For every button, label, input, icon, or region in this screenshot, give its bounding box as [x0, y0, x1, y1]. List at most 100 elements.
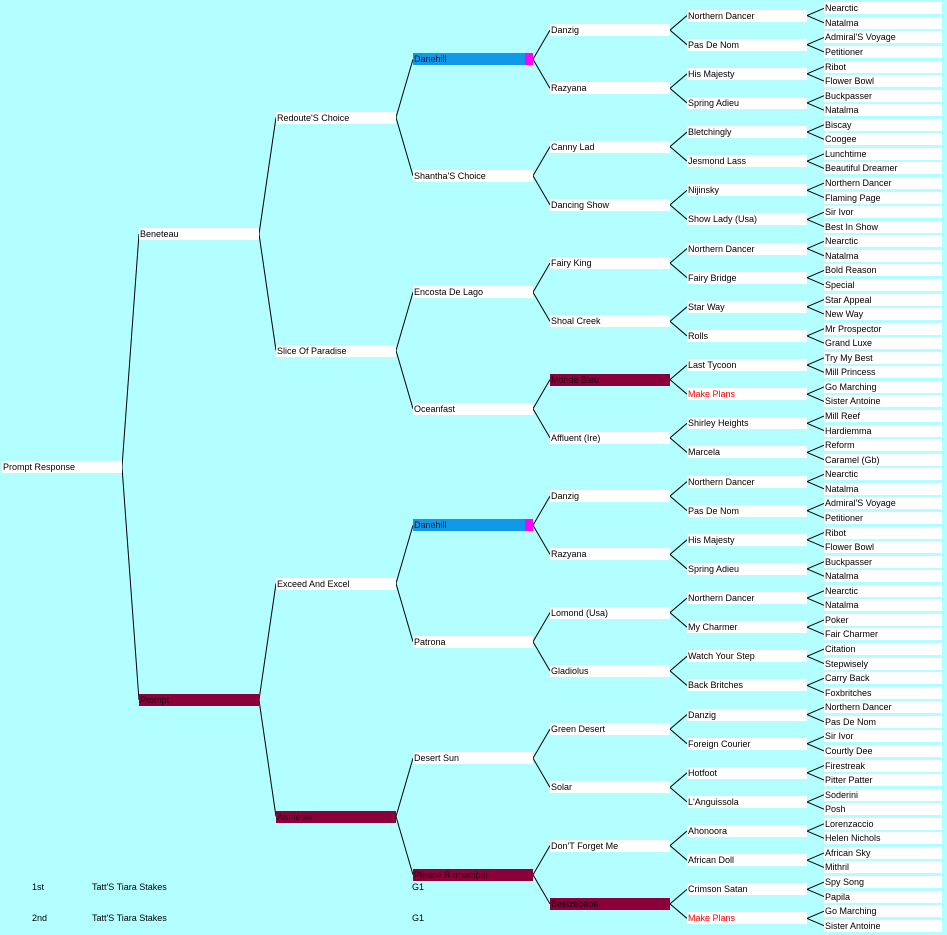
- horse-gen4-9-razyana[interactable]: Razyana: [550, 548, 670, 561]
- horse-gen6-2-admiral-s-voyage[interactable]: Admiral'S Voyage: [824, 31, 942, 44]
- horse-gen6-12-northern-dancer[interactable]: Northern Dancer: [824, 177, 942, 190]
- horse-gen5-11-rolls[interactable]: Rolls: [687, 329, 807, 342]
- horse-gen5-30-crimson-satan[interactable]: Crimson Satan: [687, 883, 807, 896]
- horse-gen6-29-hardiemma[interactable]: Hardiemma: [824, 424, 942, 437]
- horse-gen3-4-danehill[interactable]: Danehill: [413, 519, 533, 532]
- horse-gen5-17-pas-de-nom[interactable]: Pas De Nom: [687, 504, 807, 517]
- horse-gen6-8-biscay[interactable]: Biscay: [824, 118, 942, 131]
- horse-gen5-14-shirley-heights[interactable]: Shirley Heights: [687, 417, 807, 430]
- horse-gen6-48-northern-dancer[interactable]: Northern Dancer: [824, 701, 942, 714]
- horse-gen0-0-prompt-response[interactable]: Prompt Response: [2, 461, 122, 473]
- horse-gen1-1-prompt[interactable]: Prompt: [139, 694, 259, 706]
- horse-gen5-5-jesmond-lass[interactable]: Jesmond Lass: [687, 155, 807, 168]
- horse-gen6-42-poker[interactable]: Poker: [824, 613, 942, 626]
- horse-gen5-28-ahonoora[interactable]: Ahonoora: [687, 825, 807, 838]
- horse-gen6-25-mill-princess[interactable]: Mill Princess: [824, 366, 942, 379]
- horse-gen6-7-natalma[interactable]: Natalma: [824, 104, 942, 117]
- horse-gen5-23-back-britches[interactable]: Back Britches: [687, 679, 807, 692]
- horse-gen2-2-exceed-and-excel[interactable]: Exceed And Excel: [276, 577, 396, 590]
- horse-gen6-33-natalma[interactable]: Natalma: [824, 482, 942, 495]
- horse-gen6-21-new-way[interactable]: New Way: [824, 308, 942, 321]
- horse-gen6-0-nearctic[interactable]: Nearctic: [824, 2, 942, 15]
- horse-gen5-25-foreign-courier[interactable]: Foreign Courier: [687, 737, 807, 750]
- horse-gen5-1-pas-de-nom[interactable]: Pas De Nom: [687, 38, 807, 51]
- horse-gen4-10-lomond-usa[interactable]: Lomond (Usa): [550, 606, 670, 619]
- horse-gen5-3-spring-adieu[interactable]: Spring Adieu: [687, 96, 807, 109]
- horse-gen2-1-slice-of-paradise[interactable]: Slice Of Paradise: [276, 344, 396, 357]
- horse-gen6-63-sister-antoine[interactable]: Sister Antoine: [824, 919, 942, 932]
- horse-gen6-14-sir-ivor[interactable]: Sir Ivor: [824, 206, 942, 219]
- horse-gen6-26-go-marching[interactable]: Go Marching: [824, 380, 942, 393]
- horse-gen5-12-last-tycoon[interactable]: Last Tycoon: [687, 359, 807, 372]
- horse-gen6-31-caramel-gb[interactable]: Caramel (Gb): [824, 453, 942, 466]
- horse-gen6-11-beautiful-dreamer[interactable]: Beautiful Dreamer: [824, 162, 942, 175]
- horse-gen6-44-citation[interactable]: Citation: [824, 643, 942, 656]
- horse-gen1-0-beneteau[interactable]: Beneteau: [139, 228, 259, 240]
- horse-gen4-0-danzig[interactable]: Danzig: [550, 24, 670, 37]
- horse-gen3-0-danehill[interactable]: Danehill: [413, 53, 533, 66]
- horse-gen6-16-nearctic[interactable]: Nearctic: [824, 235, 942, 248]
- horse-gen3-7-please-remember[interactable]: Please Remember: [413, 868, 533, 881]
- horse-gen6-1-natalma[interactable]: Natalma: [824, 16, 942, 29]
- horse-gen5-13-make-plans[interactable]: Make Plans: [687, 388, 807, 401]
- horse-gen5-7-show-lady-usa[interactable]: Show Lady (Usa): [687, 213, 807, 226]
- horse-gen6-36-ribot[interactable]: Ribot: [824, 526, 942, 539]
- horse-gen4-11-gladiolus[interactable]: Gladiolus: [550, 664, 670, 677]
- horse-gen4-8-danzig[interactable]: Danzig: [550, 490, 670, 503]
- horse-gen5-9-fairy-bridge[interactable]: Fairy Bridge: [687, 271, 807, 284]
- horse-gen5-26-hotfoot[interactable]: Hotfoot: [687, 766, 807, 779]
- horse-gen2-0-redoute-s-choice[interactable]: Redoute'S Choice: [276, 111, 396, 124]
- horse-gen6-43-fair-charmer[interactable]: Fair Charmer: [824, 628, 942, 641]
- horse-gen5-10-star-way[interactable]: Star Way: [687, 300, 807, 313]
- horse-gen6-45-stepwisely[interactable]: Stepwisely: [824, 657, 942, 670]
- horse-gen4-3-dancing-show[interactable]: Dancing Show: [550, 198, 670, 211]
- horse-gen6-59-mithril[interactable]: Mithril: [824, 861, 942, 874]
- horse-gen6-52-firestreak[interactable]: Firestreak: [824, 759, 942, 772]
- horse-gen6-51-courtly-dee[interactable]: Courtly Dee: [824, 744, 942, 757]
- horse-gen5-18-his-majesty[interactable]: His Majesty: [687, 533, 807, 546]
- horse-gen5-22-watch-your-step[interactable]: Watch Your Step: [687, 650, 807, 663]
- horse-gen5-8-northern-dancer[interactable]: Northern Dancer: [687, 242, 807, 255]
- horse-gen5-6-nijinsky[interactable]: Nijinsky: [687, 184, 807, 197]
- horse-gen4-7-affluent-ire[interactable]: Affluent (Ire): [550, 431, 670, 444]
- horse-gen6-20-star-appeal[interactable]: Star Appeal: [824, 293, 942, 306]
- horse-gen6-13-flaming-page[interactable]: Flaming Page: [824, 191, 942, 204]
- horse-gen6-19-special[interactable]: Special: [824, 278, 942, 291]
- horse-gen6-47-foxbritches[interactable]: Foxbritches: [824, 686, 942, 699]
- horse-gen6-37-flower-bowl[interactable]: Flower Bowl: [824, 541, 942, 554]
- horse-gen4-4-fairy-king[interactable]: Fairy King: [550, 257, 670, 270]
- horse-gen4-13-solar[interactable]: Solar: [550, 781, 670, 794]
- horse-gen6-54-soderini[interactable]: Soderini: [824, 788, 942, 801]
- horse-gen6-53-pitter-patter[interactable]: Pitter Patter: [824, 774, 942, 787]
- horse-gen6-58-african-sky[interactable]: African Sky: [824, 846, 942, 859]
- horse-gen6-55-posh[interactable]: Posh: [824, 803, 942, 816]
- horse-gen6-38-buckpasser[interactable]: Buckpasser: [824, 555, 942, 568]
- horse-gen5-20-northern-dancer[interactable]: Northern Dancer: [687, 592, 807, 605]
- horse-gen3-2-encosta-de-lago[interactable]: Encosta De Lago: [413, 286, 533, 299]
- horse-gen4-6-monde-bleu[interactable]: Monde Bleu: [550, 373, 670, 386]
- horse-gen6-17-natalma[interactable]: Natalma: [824, 249, 942, 262]
- horse-gen2-3-amnesia[interactable]: Amnesia: [276, 810, 396, 823]
- horse-gen6-6-buckpasser[interactable]: Buckpasser: [824, 89, 942, 102]
- horse-gen6-57-helen-nichols[interactable]: Helen Nichols: [824, 832, 942, 845]
- horse-gen5-27-l-anguissola[interactable]: L'Anguissola: [687, 795, 807, 808]
- horse-gen4-14-don-t-forget-me[interactable]: Don'T Forget Me: [550, 839, 670, 852]
- horse-gen4-12-green-desert[interactable]: Green Desert: [550, 723, 670, 736]
- horse-gen3-6-desert-sun[interactable]: Desert Sun: [413, 752, 533, 765]
- horse-gen3-5-patrona[interactable]: Patrona: [413, 635, 533, 648]
- horse-gen6-23-grand-luxe[interactable]: Grand Luxe: [824, 337, 942, 350]
- horse-gen6-49-pas-de-nom[interactable]: Pas De Nom: [824, 715, 942, 728]
- horse-gen6-10-lunchtime[interactable]: Lunchtime: [824, 147, 942, 160]
- horse-gen6-40-nearctic[interactable]: Nearctic: [824, 584, 942, 597]
- horse-gen6-28-mill-reef[interactable]: Mill Reef: [824, 410, 942, 423]
- horse-gen5-15-marcela[interactable]: Marcela: [687, 446, 807, 459]
- horse-gen4-15-beelzebabe[interactable]: Beelzebabe: [550, 897, 670, 910]
- horse-gen6-5-flower-bowl[interactable]: Flower Bowl: [824, 75, 942, 88]
- horse-gen6-4-ribot[interactable]: Ribot: [824, 60, 942, 73]
- horse-gen6-9-coogee[interactable]: Coogee: [824, 133, 942, 146]
- horse-gen3-3-oceanfast[interactable]: Oceanfast: [413, 402, 533, 415]
- horse-gen6-18-bold-reason[interactable]: Bold Reason: [824, 264, 942, 277]
- horse-gen5-2-his-majesty[interactable]: His Majesty: [687, 67, 807, 80]
- horse-gen6-22-mr-prospector[interactable]: Mr Prospector: [824, 322, 942, 335]
- horse-gen6-3-petitioner[interactable]: Petitioner: [824, 45, 942, 58]
